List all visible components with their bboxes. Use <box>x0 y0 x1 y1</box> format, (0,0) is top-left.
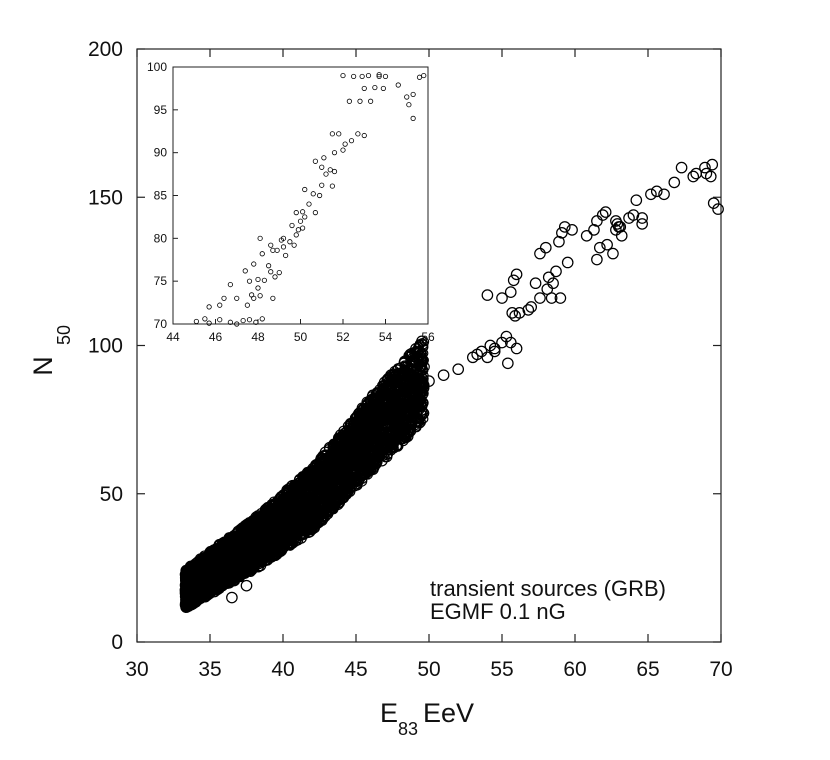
main-x-tick-label: 40 <box>271 658 294 681</box>
main-x-tick-label: 55 <box>490 658 513 681</box>
main-y-tick-label: 100 <box>88 335 123 358</box>
main-x-tick-label: 35 <box>198 658 221 681</box>
main-y-tick-label: 150 <box>88 186 123 209</box>
main-y-tick-label: 200 <box>88 38 123 61</box>
main-y-tick-label: 50 <box>100 483 123 506</box>
main-y-tick-label: 0 <box>111 631 123 654</box>
main-x-tick-label: 50 <box>417 658 440 681</box>
main-x-tick-label: 60 <box>563 658 586 681</box>
main-x-tick-label: 65 <box>636 658 659 681</box>
main-x-tick-label: 70 <box>709 658 732 681</box>
main-x-tick-label: 30 <box>125 658 148 681</box>
main-x-tick-label: 45 <box>344 658 367 681</box>
